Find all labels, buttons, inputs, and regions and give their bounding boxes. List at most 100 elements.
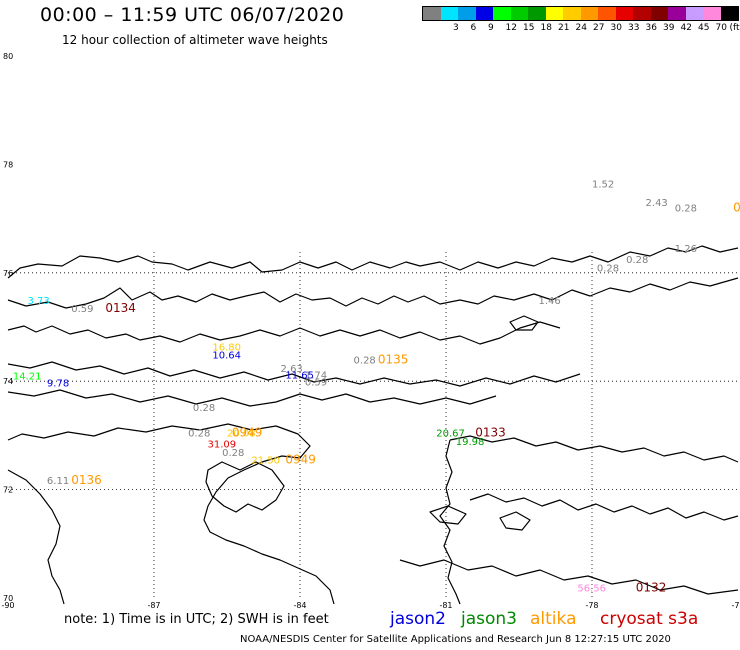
wave-height-value: 10.64 (212, 350, 241, 361)
legend-label: 42 (680, 23, 692, 33)
legend-label: 24 (575, 23, 587, 33)
legend-label: 27 (593, 23, 605, 33)
legend-color-bar (422, 6, 739, 21)
legend-label: 12 (505, 23, 517, 33)
wave-height-value: 56.56 (577, 583, 606, 594)
wave-height-value: 16.80 (212, 342, 241, 353)
legend-swatch (563, 7, 581, 20)
wave-height-value: 2.43 (646, 198, 668, 209)
pass-number-label: 0133 (475, 425, 506, 439)
wave-height-value: 0.28 (222, 448, 244, 459)
coastline-baffin-islands (469, 493, 739, 521)
latitude-tick-label: 74 (3, 377, 13, 386)
pass-number-label: 0135 (733, 201, 740, 215)
wave-height-value: 20.08 (227, 428, 256, 439)
wave-height-value: 1.26 (675, 244, 697, 255)
wave-height-value: 1.46 (538, 296, 560, 307)
credit-line: NOAA/NESDIS Center for Satellite Applica… (240, 634, 671, 645)
wave-height-value: 9.78 (47, 379, 69, 390)
wave-height-value: 11.65 (285, 370, 314, 381)
legend-label: 33 (628, 23, 640, 33)
wave-height-value: 3.73 (27, 296, 49, 307)
legend-label: 3 (453, 23, 459, 33)
legend-swatch (650, 7, 668, 20)
legend-label: 18 (540, 23, 552, 33)
wave-height-value: 0.28 (188, 428, 210, 439)
coastline-devon-south (7, 277, 739, 309)
longitude-tick-label: -87 (147, 601, 160, 610)
coastline-small-island-3 (509, 315, 539, 331)
coastline-small-island-1 (429, 505, 467, 525)
coastline-lancaster-sound (7, 389, 497, 407)
lat-lon-grid (8, 252, 738, 598)
wave-height-value: 0.28 (597, 264, 619, 275)
legend-label: 70 (715, 23, 727, 33)
wave-height-value: 1.52 (592, 180, 614, 191)
coastline-peninsula (205, 461, 285, 513)
longitude-tick-label: -75 (731, 601, 740, 610)
legend-swatch (598, 7, 616, 20)
latitude-tick-label: 76 (3, 269, 13, 278)
pass-number-label: 0949 (285, 453, 316, 467)
wave-height-value: 21.50 (251, 456, 280, 467)
coastline-devon-island (7, 245, 739, 279)
legend-label: 21 (558, 23, 570, 33)
satellite-legend-item: altika (530, 609, 577, 629)
wave-height-value: 0.59 (305, 378, 327, 389)
legend-swatch (685, 7, 703, 20)
wave-height-value: 31.09 (208, 439, 237, 450)
wave-height-value: 6.11 (47, 476, 69, 487)
axis-ticks: -90 -87 -84 -81 -78 -75 80 78 76 74 72 70 (1, 52, 740, 610)
legend-label: 45 (698, 23, 710, 33)
satellite-pass-labels: 0134 0135 0135 0949 0949 0136 0133 0132 (71, 201, 740, 595)
satellite-legend-item: jason3 (461, 609, 517, 629)
legend-swatch (668, 7, 686, 20)
legend-swatch (580, 7, 598, 20)
longitude-tick-label: -78 (585, 601, 598, 610)
legend-swatch (528, 7, 546, 20)
wave-height-value: 0.28 (626, 255, 648, 266)
wave-height-observations: 1.52 2.43 0.28 1.26 0.28 0.28 1.46 0.28 2.631.74… (13, 180, 697, 595)
legend-swatch (720, 7, 738, 20)
legend-swatch (493, 7, 511, 20)
wave-height-value: 2.63 (281, 364, 303, 375)
legend-unit: (ft) (729, 23, 740, 33)
wave-height-value: 14.21 (13, 372, 42, 383)
legend-swatch (703, 7, 721, 20)
longitude-tick-label: -90 (1, 601, 14, 610)
satellite-legend-item: cryosat s3a (600, 609, 699, 629)
coastline-small-island-2 (499, 511, 531, 531)
latitude-tick-label: 72 (3, 486, 13, 495)
legend-swatch (475, 7, 493, 20)
legend-swatch (510, 7, 528, 20)
legend-label: 9 (488, 23, 494, 33)
wave-height-value: 20.67 (436, 428, 465, 439)
latitude-tick-label: 78 (3, 160, 13, 169)
wave-height-value: 0.28 (354, 355, 376, 366)
wave-height-value: 0.28 (193, 403, 215, 414)
pass-number-label: 0949 (232, 425, 263, 439)
coastline-north-somerset (7, 321, 561, 345)
coastline-gulf-of-boothia (7, 469, 65, 605)
wave-height-value: 19.98 (456, 437, 485, 448)
satellite-legend-item: jason2 (390, 609, 446, 629)
pass-number-label: 0132 (636, 580, 667, 594)
latitude-tick-label: 70 (3, 594, 13, 603)
legend-swatch (423, 7, 441, 20)
legend-label: 30 (610, 23, 622, 33)
legend-swatch (440, 7, 458, 20)
pass-number-label: 0135 (378, 352, 409, 366)
coastline-boothia (7, 423, 335, 605)
footnote: note: 1) Time is in UTC; 2) SWH is in fe… (64, 612, 329, 627)
map-title: 00:00 – 11:59 UTC 06/07/2020 (40, 4, 345, 26)
legend-label: 15 (523, 23, 535, 33)
pass-number-label: 0136 (71, 473, 102, 487)
latitude-tick-label: 80 (3, 52, 13, 61)
coastline-baffin-north (449, 435, 739, 463)
pass-number-label: 0134 (105, 301, 136, 315)
map-subtitle: 12 hour collection of altimeter wave hei… (62, 33, 328, 47)
wave-height-value: 0.28 (675, 204, 697, 215)
